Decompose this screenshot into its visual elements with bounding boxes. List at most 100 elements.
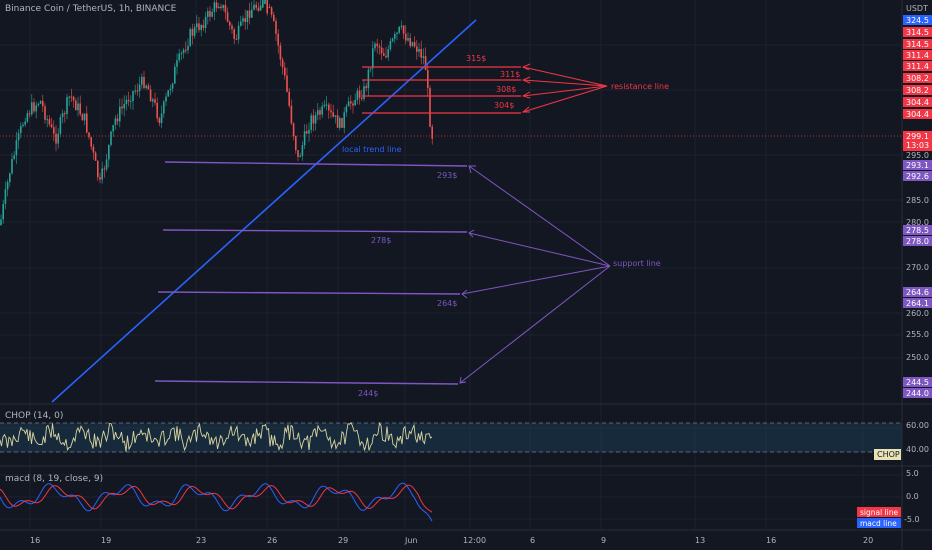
chop-legend[interactable]: CHOP (14, 0) xyxy=(5,411,64,421)
res-badge-1 xyxy=(903,39,932,49)
time-tick-7: 6 xyxy=(530,536,535,545)
sup-badge-2 xyxy=(903,225,932,235)
time-tick-2: 23 xyxy=(196,536,206,545)
price-tick-7: 260.0 xyxy=(906,309,929,318)
chop-line xyxy=(0,421,433,452)
chop-band xyxy=(0,423,902,452)
res-badge-3 xyxy=(903,61,932,71)
res-badge-5-text: 308.2 xyxy=(906,86,929,95)
sup-badge-5 xyxy=(903,298,932,308)
sup-badge-0 xyxy=(903,160,932,170)
support-label-278: 278$ xyxy=(371,236,391,245)
sup-badge-1 xyxy=(903,171,932,181)
sup-badge-3-text: 278.0 xyxy=(906,237,929,246)
support-label-244: 244$ xyxy=(358,389,378,398)
currency-label: USDT xyxy=(906,4,928,13)
time-tick-1: 19 xyxy=(101,536,111,545)
price-tick-3: 280.0 xyxy=(906,218,929,227)
price-axis[interactable]: USDT 324.5 314.5 314.5 311.4 311.4 308.2… xyxy=(857,4,932,528)
price-tick-9: 250.0 xyxy=(906,353,929,362)
resistance-label-311: 311$ xyxy=(500,70,520,79)
sup-badge-5-text: 264.1 xyxy=(906,299,929,308)
time-tick-6: 12:00 xyxy=(463,536,486,545)
time-tick-10: 16 xyxy=(766,536,776,545)
sup-badge-6-text: 244.5 xyxy=(906,378,929,387)
macd-panel xyxy=(0,482,433,522)
chop-panel xyxy=(0,421,902,453)
candlestick-series xyxy=(0,0,433,227)
countdown-text: 13:03 xyxy=(906,141,929,150)
time-tick-3: 26 xyxy=(267,536,277,545)
price-tick-5: 270.0 xyxy=(906,263,929,272)
symbol-title[interactable]: Binance Coin / TetherUS, 1h, BINANCE xyxy=(5,4,177,14)
trend-line[interactable] xyxy=(51,19,477,403)
drawings: local trend line 315$ 311$ 308$ 304$ res… xyxy=(51,19,669,403)
time-axis[interactable]: 16 19 23 26 29 Jun 12:00 6 9 13 16 20 xyxy=(30,536,873,545)
time-tick-5: Jun xyxy=(404,536,418,545)
res-badge-1-text: 314.5 xyxy=(906,40,929,49)
res-badge-4 xyxy=(903,73,932,83)
price-tick-8: 255.0 xyxy=(906,330,929,339)
sup-badge-3 xyxy=(903,236,932,246)
sup-badge-7 xyxy=(903,388,932,398)
signal-line-badge xyxy=(857,507,901,517)
res-badge-0-text: 314.5 xyxy=(906,28,929,37)
time-tick-11: 20 xyxy=(863,536,873,545)
sup-badge-1-text: 292.6 xyxy=(906,172,929,181)
resistance-title: resistance line xyxy=(611,82,669,91)
res-badge-3-text: 311.4 xyxy=(906,62,929,71)
sup-badge-2-text: 278.5 xyxy=(906,226,929,235)
sup-badge-4-text: 264.6 xyxy=(906,288,929,297)
res-badge-2 xyxy=(903,50,932,60)
res-badge-7 xyxy=(903,109,932,119)
sup-badge-0-text: 293.1 xyxy=(906,161,929,170)
macd-line-badge xyxy=(857,518,901,528)
resistance-label-308: 308$ xyxy=(496,85,516,94)
top-price-badge xyxy=(903,15,932,25)
res-badge-2-text: 311.4 xyxy=(906,51,929,60)
support-line-244[interactable] xyxy=(154,380,459,385)
res-badge-0 xyxy=(903,27,932,37)
macd-tick-5: 5.0 xyxy=(906,469,919,478)
resistance-arrows xyxy=(521,63,608,113)
support-label-264: 264$ xyxy=(437,299,457,308)
chop-tick-60: 60.00 xyxy=(906,421,929,430)
time-tick-4: 29 xyxy=(338,536,348,545)
support-line-278[interactable] xyxy=(162,229,468,233)
res-badge-5 xyxy=(903,85,932,95)
support-line-264[interactable] xyxy=(157,291,461,295)
trend-line-label: local trend line xyxy=(342,145,402,154)
support-line-293[interactable] xyxy=(164,161,468,167)
res-badge-6 xyxy=(903,97,932,107)
time-tick-0: 16 xyxy=(30,536,40,545)
macd-legend[interactable]: macd (8, 19, close, 9) xyxy=(5,474,104,484)
support-arrows xyxy=(459,165,611,384)
support-label-293: 293$ xyxy=(437,171,457,180)
chop-badge xyxy=(874,449,901,460)
current-price-text: 299.1 xyxy=(906,132,929,141)
support-title: support line xyxy=(613,259,661,268)
resistance-label-304: 304$ xyxy=(494,101,514,110)
chop-tick-40: 40.00 xyxy=(906,445,929,454)
time-tick-9: 13 xyxy=(695,536,705,545)
price-tick-0: 295.0 xyxy=(906,151,929,160)
time-tick-8: 9 xyxy=(601,536,606,545)
macd-tick-neg5: -5.0 xyxy=(904,515,920,524)
sup-badge-4 xyxy=(903,287,932,297)
signal-line-badge-text: signal line xyxy=(860,508,898,517)
macd-line-badge-text: macd line xyxy=(860,519,897,528)
signal-line xyxy=(0,484,433,513)
macd-tick-0: 0.0 xyxy=(906,492,919,501)
sup-badge-6 xyxy=(903,377,932,387)
current-price-badge xyxy=(903,131,932,151)
res-badge-6-text: 304.4 xyxy=(906,98,929,107)
res-badge-7-text: 304.4 xyxy=(906,110,929,119)
top-price-label: 324.5 xyxy=(906,16,929,25)
res-badge-4-text: 308.2 xyxy=(906,74,929,83)
resistance-label-315: 315$ xyxy=(466,54,486,63)
sup-badge-7-text: 244.0 xyxy=(906,389,929,398)
chop-badge-text: CHOP xyxy=(877,450,900,459)
price-tick-2: 285.0 xyxy=(906,196,929,205)
